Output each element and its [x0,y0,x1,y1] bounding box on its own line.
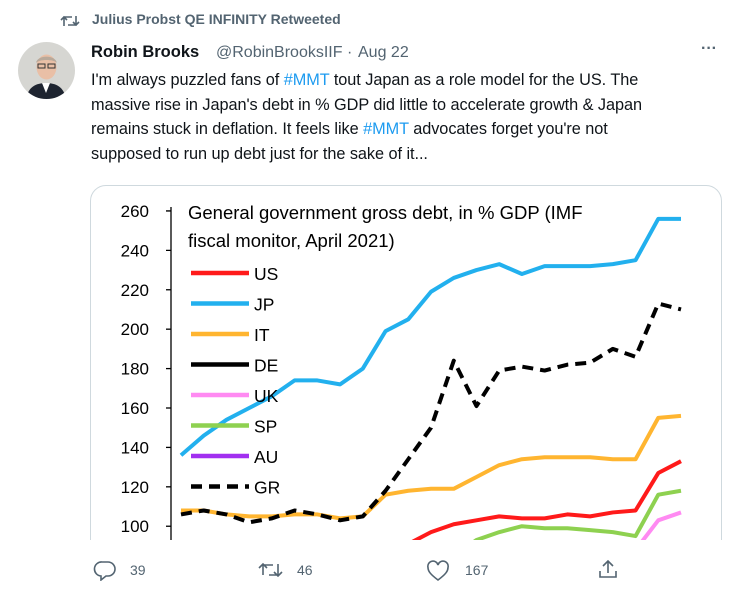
legend-label: AU [254,447,278,467]
reply-count: 39 [130,562,146,578]
legend-label: JP [254,295,274,315]
legend-label: GR [254,478,280,498]
chart-title: General government gross debt, in % GDP … [188,202,583,223]
reply-icon[interactable] [93,559,117,581]
y-tick-label: 220 [121,281,149,300]
y-tick-label: 160 [121,399,149,418]
y-tick-label: 140 [121,438,149,457]
text: remains stuck in deflation. It feels lik… [91,120,364,138]
text-line: supposed to run up debt just for the sak… [91,145,428,164]
y-tick-label: 200 [121,320,149,339]
retweet-count: 46 [297,562,313,578]
action-bar [0,540,731,602]
legend-label: UK [254,386,279,406]
text: massive rise in Japan's debt in % GDP di… [91,95,642,114]
legend-label: US [254,264,278,284]
retweet-icon [60,15,80,27]
y-tick-label: 100 [121,517,149,536]
text-line: massive rise in Japan's debt in % GDP di… [91,96,642,115]
chart-title: fiscal monitor, April 2021) [188,230,395,251]
series-line [409,459,682,541]
author-name[interactable]: Robin Brooks [91,43,200,61]
retweet-header[interactable]: Julius Probst QE INFINITY Retweeted [92,11,341,27]
series-line [180,301,682,525]
retweet-button[interactable] [258,560,284,580]
text: I'm always puzzled fans of [91,71,284,89]
series-line [179,216,681,457]
legend-label: SP [254,417,277,437]
text-line: remains stuck in deflation. It feels lik… [91,120,608,139]
series-line [181,413,682,521]
y-tick-label: 180 [121,360,149,379]
text: tout Japan as a role model for the US. T… [329,71,639,89]
like-count: 167 [465,562,489,578]
y-tick-label: 120 [121,478,149,497]
date[interactable]: Aug 22 [358,44,409,61]
avatar[interactable] [18,42,75,99]
text: advocates forget you're not [408,120,608,138]
legend-label: IT [254,325,270,345]
y-tick-label: 240 [121,241,149,260]
chart: 100 120 140 160 180 200 220 240 260 General gover… [121,202,682,541]
text-line: I'm always puzzled fans of #MMT tout Jap… [91,71,638,90]
author-handle[interactable]: @RobinBrooksIIF [216,44,343,61]
separator: · [347,44,353,61]
hashtag[interactable]: #MMT [363,120,409,138]
legend-label: DE [254,356,278,376]
media[interactable]: 100 120 140 160 180 200 220 240 260 General gover… [90,185,722,567]
y-tick-label: 260 [121,202,149,221]
hashtag[interactable]: #MMT [283,71,330,89]
share-icon[interactable] [597,558,619,580]
more-button[interactable]: ··· [701,40,717,57]
text: supposed to run up debt just for the sak… [91,144,428,163]
series-line [471,488,682,541]
plot [179,216,682,541]
like-icon[interactable] [426,560,450,582]
